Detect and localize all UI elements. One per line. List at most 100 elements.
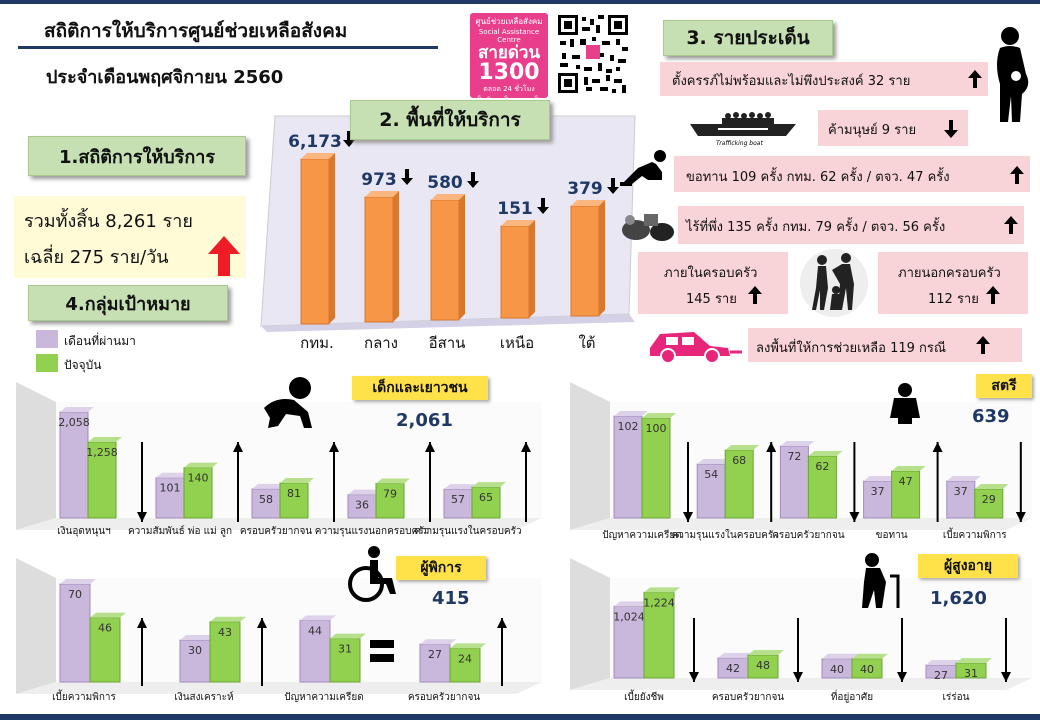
bar-current <box>851 653 888 679</box>
page-title: สถิติการให้บริการศูนย์ช่วยเหลือสังคม <box>44 20 348 42</box>
bar-front <box>89 617 121 683</box>
chart-sidewall <box>16 558 56 694</box>
category-label: ครอบครัวยากจน <box>712 692 784 703</box>
arrow-head <box>766 442 777 452</box>
category-label: ขอทาน <box>876 530 908 541</box>
region-bar-side <box>529 220 535 318</box>
wheelchair-icon <box>348 546 396 602</box>
bar-top <box>280 477 314 483</box>
bar-value-label: 62 <box>815 460 829 473</box>
bar-top <box>330 633 366 639</box>
trend-arrow-icon <box>137 442 147 522</box>
arrow-head <box>932 442 943 452</box>
bar-top <box>348 489 382 495</box>
women-chart: 102 100 ปัญหาความเครียด 54 68 ความรุนแรงในครอ… <box>570 382 1032 541</box>
children-ribbon: เด็กและเยาวชน <box>352 376 488 400</box>
bar-top <box>180 635 216 640</box>
up-arrow-icon <box>1004 216 1018 234</box>
bar-value-label: 36 <box>355 499 369 512</box>
pregnant-woman-icon <box>997 27 1029 122</box>
bar-previous <box>613 601 650 679</box>
homeless-text: ไร้ที่พึ่ง 135 ครั้ง กทม. 79 ครั้ง / ตจว… <box>686 220 946 235</box>
bar-top <box>252 483 286 489</box>
bar-value-label: 100 <box>646 422 667 435</box>
category-label: ครอบครัวยากจน <box>408 692 480 703</box>
region-bar-front <box>300 158 330 325</box>
bar-value-label: 48 <box>756 659 770 672</box>
region-value-label: 151 <box>497 199 533 219</box>
arrow-head <box>1001 672 1011 682</box>
section3-heading: 3. รายประเด็น <box>663 20 833 56</box>
arrow-head <box>137 512 147 522</box>
bar-front <box>696 463 726 519</box>
homeless-box: ไร้ที่พึ่ง 135 ครั้ง กทม. 79 ครั้ง / ตจว… <box>678 206 1024 244</box>
section1-heading: 1.สถิติการให้บริการ <box>28 136 246 176</box>
bar-front <box>747 654 779 679</box>
bar-top <box>974 484 1009 489</box>
bar-value-label: 58 <box>259 493 273 506</box>
woman-icon <box>890 383 920 424</box>
bar-value-label: 40 <box>860 663 874 676</box>
bar-front <box>59 583 91 683</box>
category-label: เบี้ยความพิการ <box>943 527 1007 541</box>
disabled-chart: 70 46 เบี้ยความพิการ 30 43 เงินสงเคราะห์ 44 31 ป… <box>16 558 542 703</box>
arrow-head <box>137 618 147 628</box>
region-bar-top <box>301 153 335 159</box>
bar-previous <box>155 472 190 519</box>
bar-top <box>376 478 410 484</box>
bar-previous <box>863 476 898 519</box>
region-bar-side <box>329 153 335 324</box>
region-bar-side <box>459 194 465 320</box>
legend-swatch-current <box>36 354 58 372</box>
bar-current <box>329 633 366 683</box>
bar-top <box>444 484 478 490</box>
arrow-shaft <box>541 198 545 208</box>
region-bar-front <box>364 196 394 323</box>
category-label: ความรุนแรงในครอบครัว <box>414 525 521 537</box>
arrow-head <box>233 442 243 452</box>
bar-top <box>184 462 218 468</box>
chart-sidewall <box>570 382 610 530</box>
poster-line1: ศูนย์ช่วยเหลือสังคม <box>475 17 543 26</box>
bar-front <box>613 605 645 679</box>
bar-front <box>375 482 405 519</box>
legend-label-current: ปัจจุบัน <box>64 358 102 372</box>
bar-front <box>299 619 331 683</box>
bar-value-label: 43 <box>218 626 232 639</box>
bar-top <box>614 411 648 416</box>
poster-number: 1300 <box>478 60 540 85</box>
chart-floor <box>570 678 1032 690</box>
chart-floor <box>16 518 542 530</box>
region-category-label: เหนือ <box>500 334 534 352</box>
arrow-head <box>257 618 267 628</box>
bar-top <box>808 451 843 456</box>
page-subtitle: ประจำเดือนพฤศจิกายน 2560 <box>46 67 284 88</box>
trend-arrow-icon <box>233 442 243 522</box>
bar-value-label: 24 <box>458 652 472 665</box>
trend-arrow-icon <box>329 442 339 522</box>
bar-value-label: 30 <box>188 644 202 657</box>
qr-code-icon <box>556 13 630 95</box>
onsite-box: ลงพื้นที่ให้การช่วยเหลือ 119 กรณี <box>748 328 1022 362</box>
bar-current <box>471 482 506 519</box>
bar-front <box>974 488 1004 519</box>
down-arrow-icon <box>401 169 413 185</box>
arrow-head <box>537 207 549 214</box>
title-divider <box>18 46 438 49</box>
pregnancy-box: ตั้งครรภ์ไม่พร้อมและไม่พึงประสงค์ 32 ราย <box>660 62 988 96</box>
down-arrow-icon <box>944 120 958 138</box>
bar-previous <box>299 615 336 683</box>
chart-sidewall <box>570 558 610 690</box>
arrow-head <box>467 181 479 188</box>
region-category-label: กลาง <box>364 334 398 352</box>
region-bar-chart: 6,173 กทม. 973 กลาง 580 อีสาน 151 เหนือ 379 ใต้ <box>260 115 636 352</box>
bar-previous <box>59 579 96 683</box>
in-family-value: 145 ราย <box>686 292 737 307</box>
region-category-label: อีสาน <box>429 334 466 352</box>
bar-top <box>780 441 815 446</box>
in-family-box: ภายในครอบครัว 145 ราย <box>638 252 788 314</box>
bar-front <box>419 643 451 683</box>
up-arrow-icon <box>968 70 982 88</box>
bar-top <box>718 652 754 658</box>
poster-hotline: สายด่วน <box>477 43 541 63</box>
